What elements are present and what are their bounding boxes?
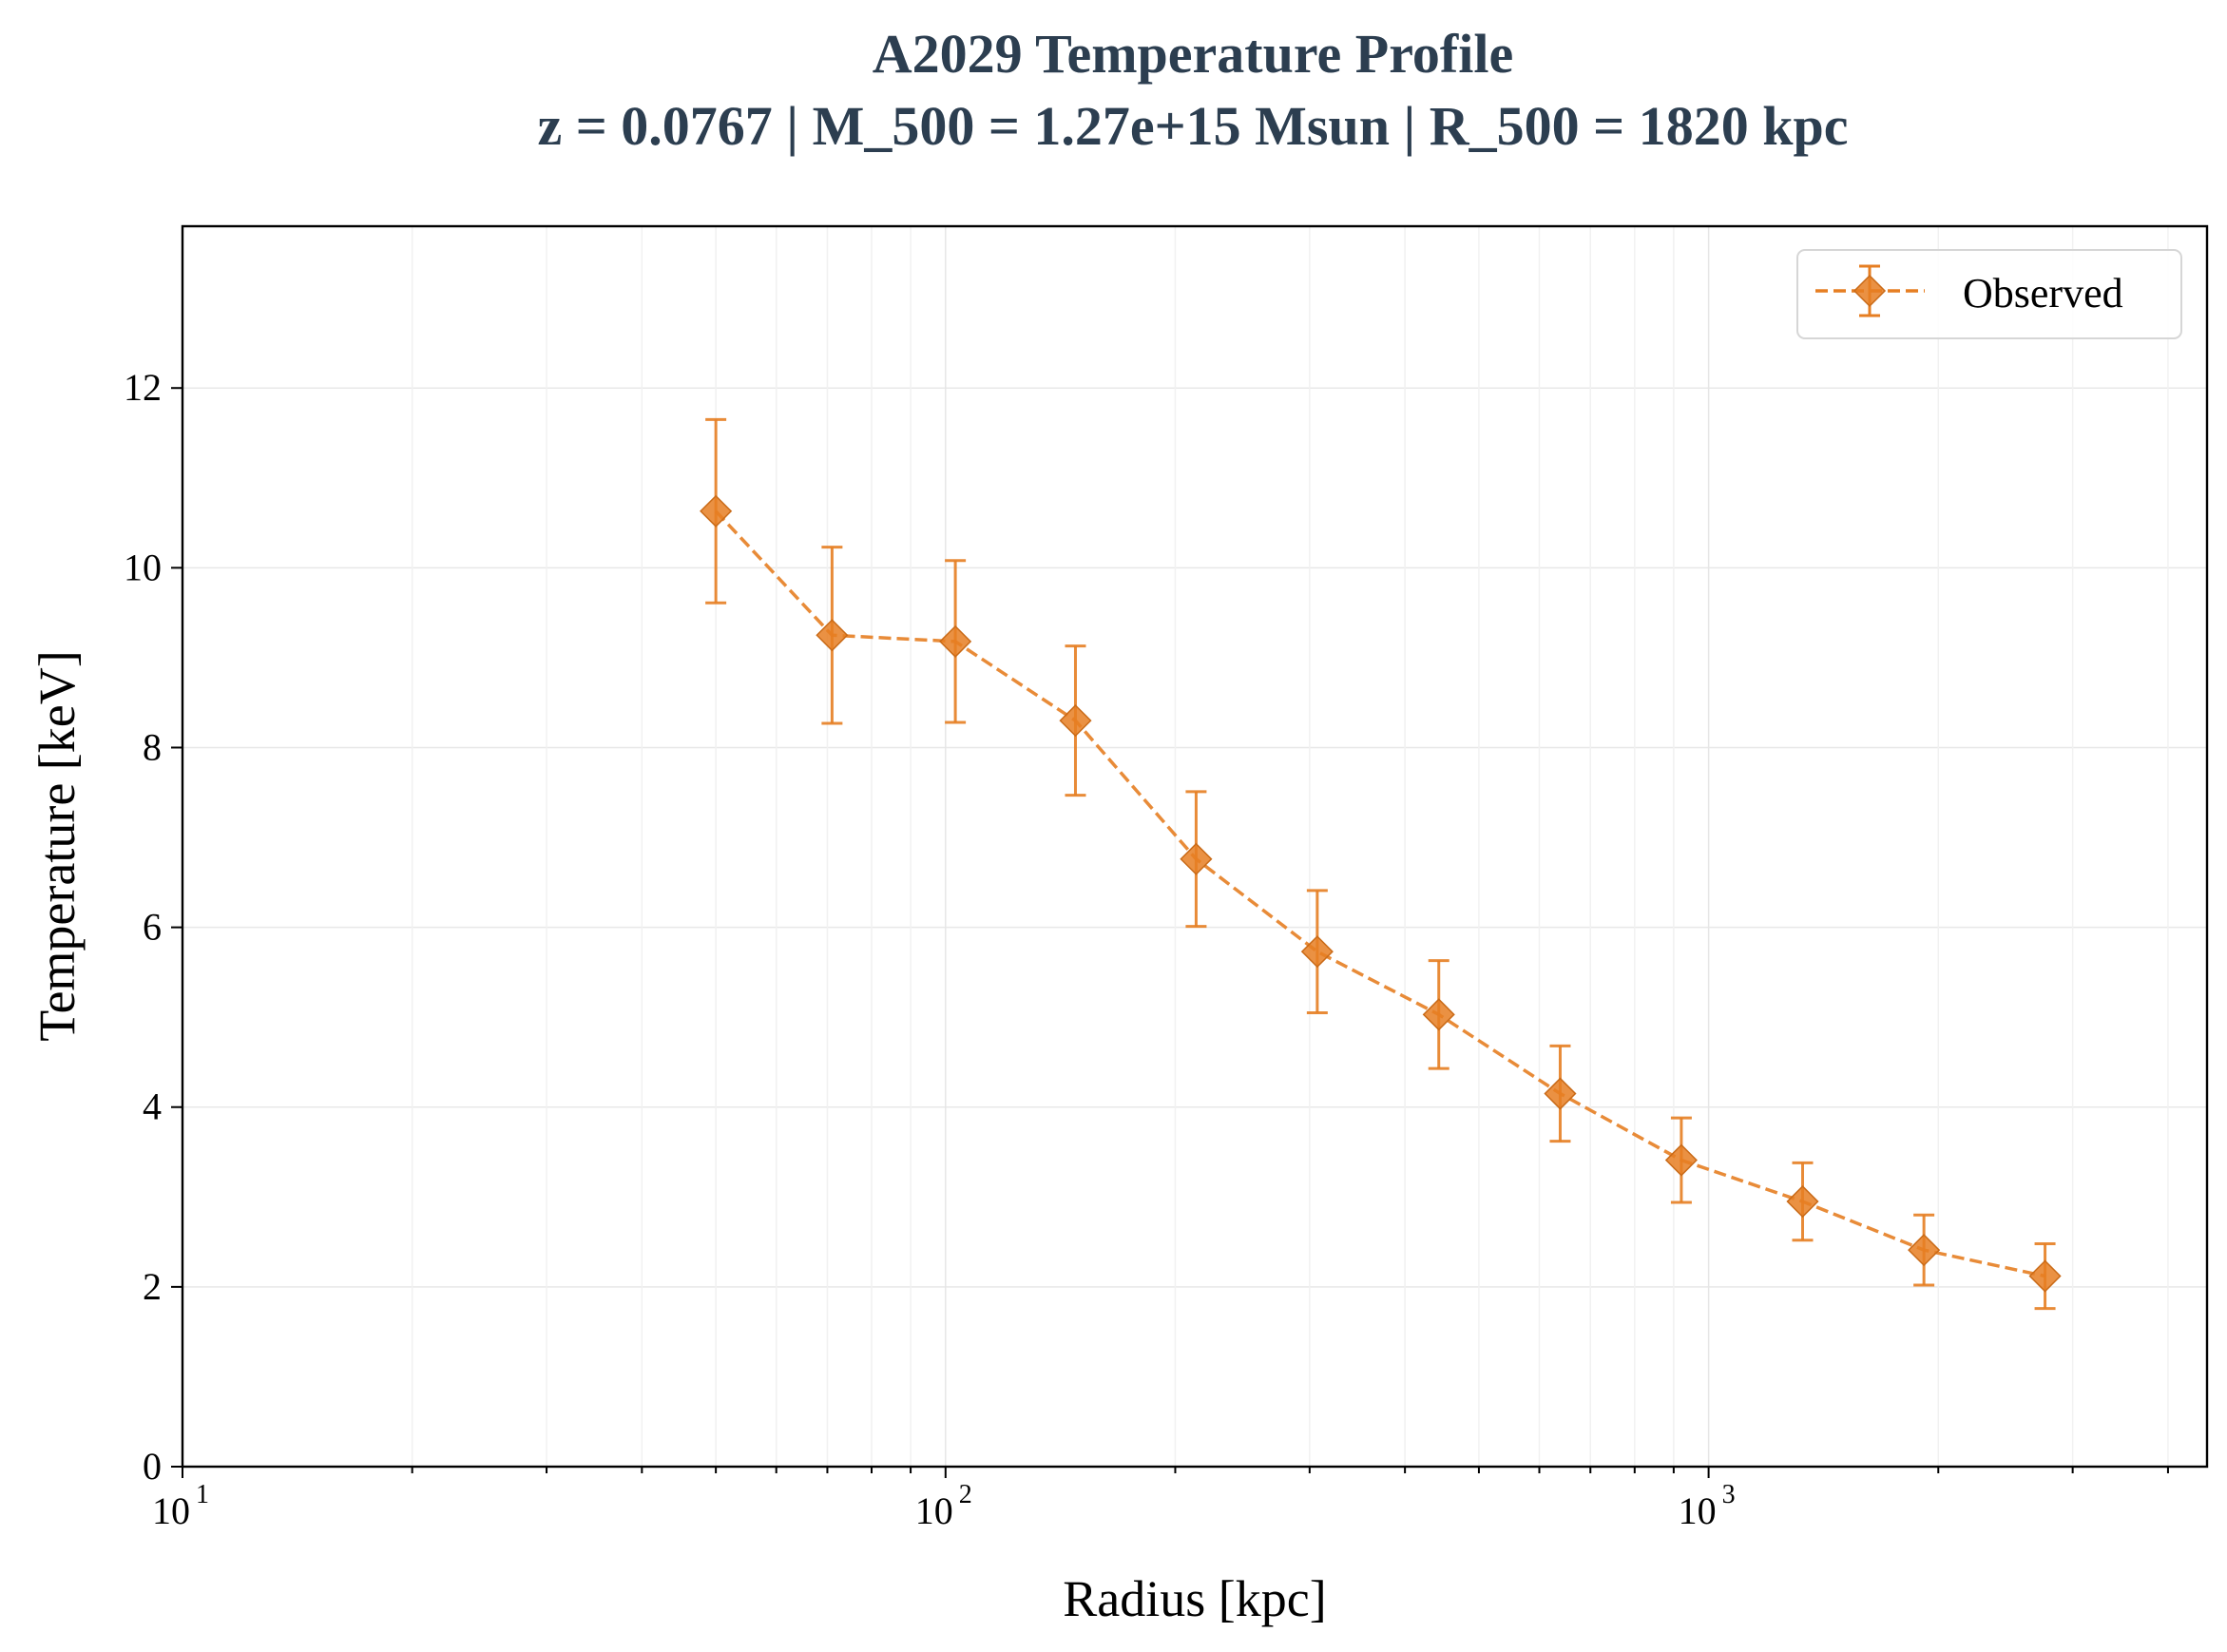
data-point-marker: [1786, 1184, 1819, 1219]
series-line-observed: [714, 509, 2045, 1278]
data-point-marker: [1664, 1143, 1698, 1177]
x-tick-label: 10: [1679, 1489, 1717, 1532]
x-tick-label: 10: [915, 1489, 953, 1532]
data-point-marker: [1300, 935, 1334, 969]
y-axis-label: Temperature [keV]: [29, 650, 86, 1042]
y-tick-label: 6: [143, 906, 162, 949]
data-point-marker: [1908, 1234, 1941, 1267]
y-tick-label: 0: [143, 1445, 162, 1488]
data-point-marker: [700, 494, 733, 528]
y-tick-label: 8: [143, 725, 162, 768]
legend-label-observed: Observed: [1963, 270, 2123, 317]
data-point-marker: [1180, 842, 1213, 875]
legend-box: [1796, 249, 2182, 339]
y-tick-label: 4: [143, 1085, 162, 1128]
plot-frame: [181, 224, 2209, 1469]
series-observed: [700, 417, 2062, 1311]
data-point-marker: [939, 624, 972, 658]
chart-title: A2029 Temperature Profile: [873, 23, 1513, 85]
data-point-marker: [1544, 1077, 1577, 1110]
y-tick-label: 10: [124, 546, 162, 588]
data-point-marker: [2028, 1259, 2062, 1293]
x-tick-label-exponent: 1: [196, 1480, 209, 1509]
legend-marker-observed: [1815, 264, 1925, 317]
legend-diamond: [1853, 274, 1887, 308]
x-tick-label-exponent: 2: [959, 1480, 972, 1509]
chart-subtitle: z = 0.0767 | M_500 = 1.27e+15 Msun | R_5…: [538, 95, 1849, 157]
y-tick-label: 12: [124, 366, 162, 409]
data-point-marker: [1059, 704, 1092, 738]
data-point-marker: [816, 619, 849, 652]
x-tick-label-exponent: 3: [1722, 1480, 1736, 1509]
y-tick-label: 2: [143, 1265, 162, 1308]
x-tick-label: 10: [152, 1489, 190, 1532]
legend: Observed: [1796, 249, 2182, 339]
x-axis-label: Radius [kpc]: [1063, 1570, 1326, 1627]
data-point-marker: [1422, 998, 1455, 1031]
